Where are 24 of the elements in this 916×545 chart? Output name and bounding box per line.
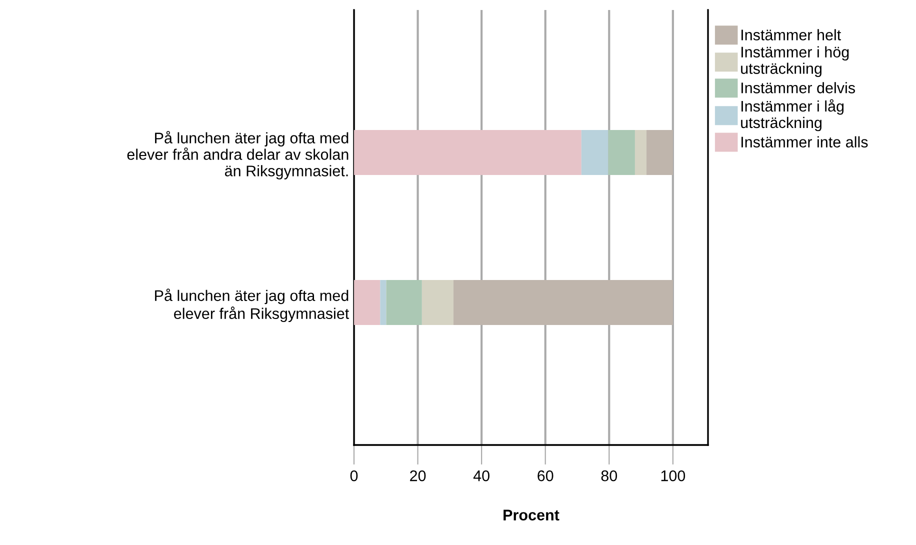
legend-label: Instämmer helt <box>741 29 842 40</box>
x-tick-label: 20 <box>410 470 426 482</box>
x-tick-label: 0 <box>350 470 358 482</box>
x-tick-label: 40 <box>473 470 490 482</box>
y-tick-label: På lunchen äter jag ofta med elever från Riksgymnasiet <box>155 288 350 322</box>
legend-label: Instämmer i hög utsträckning <box>741 46 849 77</box>
bar <box>646 130 673 175</box>
legend-label: Instämmer inte alls <box>741 136 868 148</box>
bar <box>380 280 386 325</box>
x-axis-title: Procent <box>504 510 560 520</box>
x-tick-label: 60 <box>538 470 554 482</box>
legend-label: Instämmer delvis <box>741 82 855 94</box>
x-tick-label: 100 <box>661 470 686 482</box>
bar <box>581 130 608 175</box>
bar <box>422 280 454 325</box>
bar <box>454 280 673 325</box>
x-tick-label: 80 <box>601 470 618 482</box>
bar <box>608 130 635 175</box>
legend-label: Instämmer i låg utsträckning <box>741 99 844 132</box>
bar <box>634 130 646 175</box>
bar <box>354 280 380 325</box>
bar <box>386 280 422 325</box>
bar <box>354 130 582 175</box>
y-tick-label: På lunchen äter jag ofta med elever från andra delar av skolan än Riksgymnasiet. <box>127 130 348 180</box>
